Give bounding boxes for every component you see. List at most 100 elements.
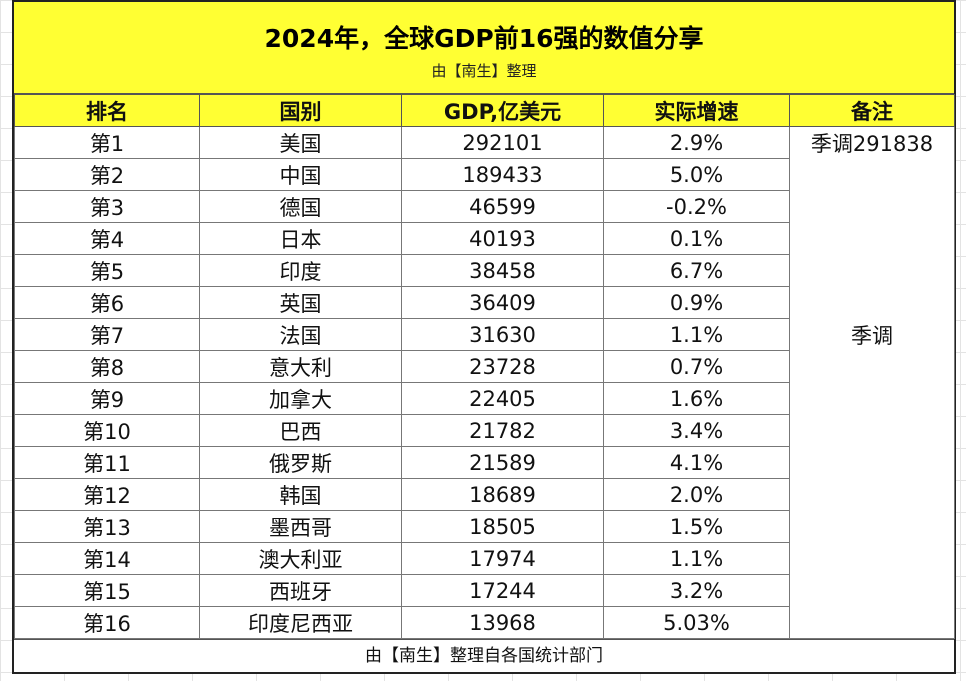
cell-growth: 5.0% [603, 158, 790, 191]
table-body: 第1 美国 292101 2.9% 季调291838 第2 中国 189433 5.0% 第3 德国… [14, 126, 955, 639]
cell-country: 加拿大 [199, 382, 402, 415]
cell-country: 俄罗斯 [199, 446, 402, 479]
cell-rank: 第15 [14, 574, 200, 607]
cell-growth: 3.4% [603, 414, 790, 447]
header-gdp: GDP,亿美元 [401, 94, 604, 127]
cell-growth: 0.1% [603, 222, 790, 255]
table-row: 第6 英国 36409 0.9% [14, 286, 955, 319]
cell-gdp: 31630 [401, 318, 604, 351]
cell-growth: 1.1% [603, 318, 790, 351]
cell-growth: -0.2% [603, 190, 790, 223]
table-row: 第8 意大利 23728 0.7% [14, 350, 955, 383]
table-row: 第4 日本 40193 0.1% [14, 222, 955, 255]
cell-gdp: 46599 [401, 190, 604, 223]
cell-country: 法国 [199, 318, 402, 351]
cell-growth: 1.6% [603, 382, 790, 415]
header-row: 排名 国别 GDP,亿美元 实际增速 备注 [14, 94, 955, 127]
cell-gdp: 21589 [401, 446, 604, 479]
cell-gdp: 292101 [401, 126, 604, 159]
header-rank: 排名 [14, 94, 200, 127]
cell-note [789, 254, 955, 287]
cell-note [789, 606, 955, 639]
cell-rank: 第5 [14, 254, 200, 287]
cell-note [789, 542, 955, 575]
table-subtitle: 由【南生】整理 [431, 62, 537, 80]
cell-note [789, 510, 955, 543]
cell-rank: 第9 [14, 382, 200, 415]
cell-gdp: 22405 [401, 382, 604, 415]
header-note: 备注 [789, 94, 955, 127]
cell-gdp: 189433 [401, 158, 604, 191]
table-row: 第12 韩国 18689 2.0% [14, 478, 955, 511]
cell-rank: 第8 [14, 350, 200, 383]
cell-gdp: 18689 [401, 478, 604, 511]
cell-country: 意大利 [199, 350, 402, 383]
cell-gdp: 38458 [401, 254, 604, 287]
source-footer: 由【南生】整理自各国统计部门 [14, 639, 954, 674]
cell-rank: 第7 [14, 318, 200, 351]
gdp-ranking-table: 排名 国别 GDP,亿美元 实际增速 备注 第1 美国 292101 2.9% 季调29… [14, 94, 955, 639]
table-row: 第3 德国 46599 -0.2% [14, 190, 955, 223]
cell-note [789, 222, 955, 255]
cell-note [789, 478, 955, 511]
cell-growth: 2.9% [603, 126, 790, 159]
gdp-table-container: 2024年，全球GDP前16强的数值分享 由【南生】整理 排名 国别 GDP,亿… [12, 0, 956, 674]
cell-country: 墨西哥 [199, 510, 402, 543]
cell-rank: 第11 [14, 446, 200, 479]
cell-country: 美国 [199, 126, 402, 159]
table-row: 第16 印度尼西亚 13968 5.03% [14, 606, 955, 639]
cell-growth: 0.7% [603, 350, 790, 383]
table-row: 第7 法国 31630 1.1% 季调 [14, 318, 955, 351]
cell-rank: 第10 [14, 414, 200, 447]
cell-country: 中国 [199, 158, 402, 191]
cell-country: 印度 [199, 254, 402, 287]
table-row: 第13 墨西哥 18505 1.5% [14, 510, 955, 543]
table-title: 2024年，全球GDP前16强的数值分享 [264, 24, 704, 53]
cell-rank: 第3 [14, 190, 200, 223]
table-row: 第10 巴西 21782 3.4% [14, 414, 955, 447]
cell-rank: 第1 [14, 126, 200, 159]
cell-rank: 第14 [14, 542, 200, 575]
table-row: 第15 西班牙 17244 3.2% [14, 574, 955, 607]
cell-country: 德国 [199, 190, 402, 223]
cell-growth: 0.9% [603, 286, 790, 319]
cell-note [789, 574, 955, 607]
table-row: 第11 俄罗斯 21589 4.1% [14, 446, 955, 479]
cell-country: 西班牙 [199, 574, 402, 607]
title-block: 2024年，全球GDP前16强的数值分享 由【南生】整理 [14, 2, 954, 94]
cell-rank: 第12 [14, 478, 200, 511]
header-country: 国别 [199, 94, 402, 127]
cell-growth: 6.7% [603, 254, 790, 287]
table-row: 第2 中国 189433 5.0% [14, 158, 955, 191]
table-row: 第9 加拿大 22405 1.6% [14, 382, 955, 415]
header-growth: 实际增速 [603, 94, 790, 127]
cell-country: 澳大利亚 [199, 542, 402, 575]
cell-country: 巴西 [199, 414, 402, 447]
cell-gdp: 18505 [401, 510, 604, 543]
cell-note [789, 382, 955, 415]
cell-note [789, 446, 955, 479]
cell-note [789, 190, 955, 223]
cell-gdp: 40193 [401, 222, 604, 255]
table-row: 第14 澳大利亚 17974 1.1% [14, 542, 955, 575]
table-row: 第1 美国 292101 2.9% 季调291838 [14, 126, 955, 159]
cell-rank: 第2 [14, 158, 200, 191]
cell-rank: 第4 [14, 222, 200, 255]
cell-note: 季调291838 [789, 126, 955, 159]
cell-note [789, 414, 955, 447]
table-row: 第5 印度 38458 6.7% [14, 254, 955, 287]
cell-country: 英国 [199, 286, 402, 319]
cell-note [789, 286, 955, 319]
cell-growth: 2.0% [603, 478, 790, 511]
cell-gdp: 23728 [401, 350, 604, 383]
cell-growth: 3.2% [603, 574, 790, 607]
cell-note: 季调 [789, 318, 955, 351]
cell-growth: 1.1% [603, 542, 790, 575]
cell-note [789, 350, 955, 383]
cell-growth: 1.5% [603, 510, 790, 543]
cell-gdp: 21782 [401, 414, 604, 447]
cell-rank: 第13 [14, 510, 200, 543]
cell-gdp: 17244 [401, 574, 604, 607]
cell-country: 印度尼西亚 [199, 606, 402, 639]
cell-rank: 第16 [14, 606, 200, 639]
